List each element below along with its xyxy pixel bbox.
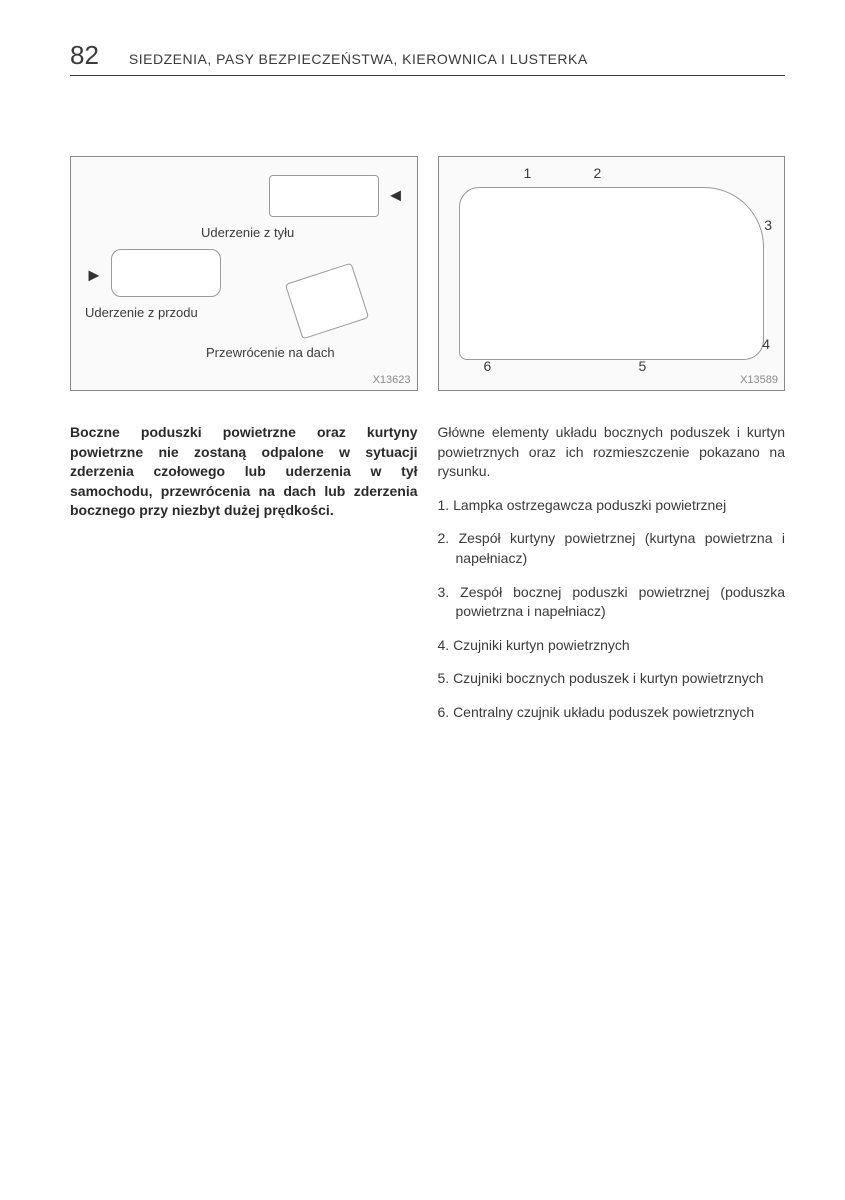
list-item: 1. Lampka ostrzegawcza poduszki powietrz…: [438, 496, 786, 516]
vehicle-cutaway-icon: [459, 187, 765, 360]
callout-3: 3: [764, 217, 772, 233]
callout-1: 1: [524, 165, 532, 181]
right-intro-paragraph: Główne elementy układu bocznych poduszek…: [438, 423, 786, 482]
vehicle-front-icon: [111, 249, 221, 297]
arrow-front-icon: ►: [85, 265, 103, 286]
callout-2: 2: [594, 165, 602, 181]
vehicle-rear-icon: [269, 175, 379, 217]
list-item: 2. Zespół kurtyny powietrznej (kurtyna p…: [438, 529, 786, 568]
label-rear-impact: Uderzenie z tyłu: [201, 225, 294, 240]
left-paragraph: Boczne poduszki powietrzne oraz kurtyny …: [70, 423, 418, 521]
label-rollover: Przewrócenie na dach: [206, 345, 335, 360]
arrow-rear-icon: ◄: [387, 185, 405, 206]
right-column: 1 2 3 4 5 6 X13589 Główne elementy układ…: [438, 156, 786, 737]
figure-code-right: X13589: [740, 374, 778, 386]
callout-6: 6: [484, 358, 492, 374]
list-item: 4. Czujniki kurtyn powietrznych: [438, 636, 786, 656]
list-item: 6. Centralny czujnik układu poduszek pow…: [438, 703, 786, 723]
callout-4: 4: [762, 336, 770, 352]
right-figure: 1 2 3 4 5 6 X13589: [438, 156, 786, 391]
left-column: ◄ Uderzenie z tyłu ► Uderzenie z przodu …: [70, 156, 418, 737]
page-number: 82: [70, 40, 99, 71]
content-row: ◄ Uderzenie z tyłu ► Uderzenie z przodu …: [70, 156, 785, 737]
callout-5: 5: [639, 358, 647, 374]
list-item: 3. Zespół bocznej poduszki powietrznej (…: [438, 583, 786, 622]
left-figure: ◄ Uderzenie z tyłu ► Uderzenie z przodu …: [70, 156, 418, 391]
vehicle-rollover-icon: [284, 263, 368, 340]
list-item: 5. Czujniki bocznych poduszek i kurtyn p…: [438, 669, 786, 689]
component-list: 1. Lampka ostrzegawcza poduszki powietrz…: [438, 496, 786, 723]
label-front-impact: Uderzenie z przodu: [85, 305, 198, 320]
page-header: 82 SIEDZENIA, PASY BEZPIECZEŃSTWA, KIERO…: [70, 40, 785, 76]
section-title: SIEDZENIA, PASY BEZPIECZEŃSTWA, KIEROWNI…: [129, 51, 588, 67]
figure-code-left: X13623: [373, 374, 411, 386]
